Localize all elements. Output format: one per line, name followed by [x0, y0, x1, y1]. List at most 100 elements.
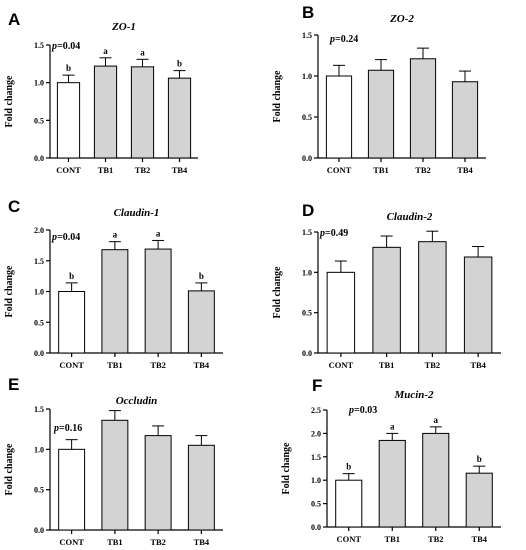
bar-tb2	[422, 432, 450, 528]
y-tick-label: 1.5	[302, 31, 312, 40]
panel-title: Claudin-2	[387, 211, 433, 223]
p-value-number: =0.24	[335, 34, 358, 45]
y-tick-label: 0.0	[34, 349, 44, 358]
x-tick-label: CONT	[329, 360, 354, 370]
y-tick-label: 1.0	[302, 268, 312, 277]
p-symbol: p	[348, 405, 354, 416]
x-tick-label: TB2	[150, 360, 166, 370]
bar-tb1	[101, 249, 129, 354]
bar-tb4	[465, 472, 493, 528]
x-tick-label: TB2	[425, 360, 441, 370]
significance-letter: a	[434, 415, 439, 425]
y-tick-label: 1.0	[34, 79, 44, 88]
significance-letter: b	[346, 462, 351, 472]
panel-title: ZO-2	[389, 13, 414, 25]
x-tick-label: CONT	[327, 165, 352, 175]
panel-e: E Occludin p=0.16 Fold change 0.0 0.5 1.0 1.5 CO…	[4, 375, 223, 547]
p-value-label: p=0.24	[329, 34, 358, 45]
bar-cont	[58, 448, 86, 531]
p-value-label: p=0.04	[51, 232, 80, 243]
x-tick-label: TB4	[457, 165, 473, 175]
y-tick-label: 2.0	[311, 429, 321, 438]
y-tick-label: 0.5	[34, 486, 44, 495]
x-tick-label: CONT	[56, 165, 81, 175]
x-tick-label: TB4	[194, 360, 210, 370]
y-tick-label: 0.5	[34, 318, 44, 327]
p-value-number: =0.49	[325, 228, 348, 239]
panel-letter: A	[8, 10, 20, 29]
y-tick-label: 0.0	[302, 154, 312, 163]
bar-tb4	[187, 290, 215, 354]
y-tick-label: 1.0	[311, 476, 321, 485]
bar-tb2	[409, 58, 437, 159]
bar-cont	[335, 479, 363, 528]
bar-cont	[58, 291, 86, 354]
y-axis-label: Fold change	[4, 75, 15, 128]
significance-letter: b	[477, 454, 482, 464]
significance-letter: a	[113, 230, 118, 240]
p-value-number: =0.03	[354, 405, 377, 416]
y-tick-label: 1.5	[302, 228, 312, 237]
y-tick-label: 0.0	[34, 526, 44, 535]
significance-letter: a	[103, 46, 108, 56]
significance-letter: a	[156, 228, 161, 238]
y-axis-label: Fold change	[281, 442, 292, 495]
x-tick-label: TB1	[379, 360, 395, 370]
bar-tb4	[451, 81, 479, 159]
x-tick-label: CONT	[59, 537, 84, 547]
panel-f: F Mucin-2 p=0.03 Fold change 0.0 0.5 1.0 1.5 2.0…	[281, 376, 501, 544]
y-tick-label: 1.5	[34, 41, 44, 50]
p-value-number: =0.16	[59, 423, 82, 434]
significance-letter: a	[140, 47, 145, 57]
panel-title: Claudin-1	[114, 207, 160, 219]
x-tick-label: TB1	[107, 360, 123, 370]
bar-tb2	[418, 241, 447, 354]
x-tick-label: TB4	[471, 534, 487, 544]
x-tick-label: TB1	[107, 537, 123, 547]
y-tick-label: 1.5	[34, 405, 44, 414]
panel-d: D Claudin-2 p=0.49 Fold change 0.0 0.5 1.0 1.5 C…	[272, 201, 501, 370]
p-value-number: =0.04	[57, 232, 80, 243]
bar-tb1	[372, 246, 401, 354]
panel-letter: D	[302, 201, 314, 220]
panel-letter: F	[312, 376, 322, 395]
panel-c: C Claudin-1 p=0.04 Fold change 0.0 0.5 1.0 1.5 2…	[4, 197, 223, 370]
p-value-label: p=0.04	[51, 41, 80, 52]
x-tick-label: CONT	[336, 534, 361, 544]
y-tick-label: 2.0	[34, 226, 44, 235]
y-tick-label: 1.0	[34, 288, 44, 297]
y-tick-label: 2.5	[311, 406, 321, 415]
y-tick-label: 1.5	[34, 257, 44, 266]
bar-tb4	[463, 256, 493, 354]
x-tick-label: TB1	[384, 534, 400, 544]
bar-cont	[326, 271, 356, 354]
bar-tb2	[144, 435, 172, 531]
x-tick-label: TB4	[172, 165, 188, 175]
x-tick-label: TB2	[428, 534, 444, 544]
y-tick-label: 0.0	[302, 349, 312, 358]
bar-tb1	[367, 69, 395, 159]
p-value-label: p=0.16	[53, 423, 82, 434]
x-tick-label: TB2	[150, 537, 166, 547]
y-tick-label: 0.5	[311, 500, 321, 509]
y-tick-label: 0.5	[302, 113, 312, 122]
y-axis-label: Fold change	[4, 443, 15, 496]
bar-tb1	[101, 419, 129, 531]
bar-tb4	[187, 444, 215, 531]
p-symbol: p	[53, 423, 59, 434]
p-symbol: p	[51, 41, 57, 52]
x-tick-label: TB2	[135, 165, 151, 175]
y-tick-label: 1.5	[311, 453, 321, 462]
significance-letter: a	[390, 421, 395, 431]
x-tick-label: TB2	[415, 165, 431, 175]
x-tick-label: TB4	[470, 360, 486, 370]
significance-letter: b	[66, 63, 71, 73]
bar-tb2	[130, 66, 155, 159]
bar-tb4	[167, 77, 192, 159]
significance-letter: b	[177, 59, 182, 69]
panel-a: A ZO-1 p=0.04 Fold change 0.0 0.5 1.0 1.5 b CONT a…	[4, 10, 198, 175]
bar-cont	[325, 75, 353, 159]
panel-letter: E	[8, 375, 19, 394]
panel-title: ZO-1	[111, 21, 136, 33]
